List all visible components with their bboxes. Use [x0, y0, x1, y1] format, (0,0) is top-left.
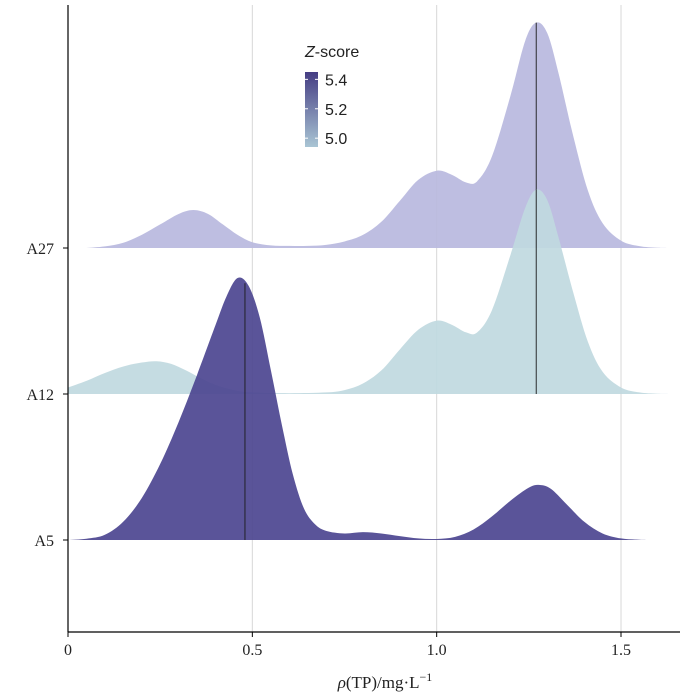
density-area-a27 — [86, 22, 681, 249]
legend-tick-label-0: 5.4 — [325, 72, 347, 89]
x-tick-label-3: 1.5 — [611, 642, 631, 659]
x-tick-label-0: 0 — [64, 642, 72, 659]
axis-labels: 0 0.5 1.0 1.5 A5 A12 A27 — [26, 241, 631, 659]
x-axis-title: ρ(TP)/mg·L−1 — [337, 670, 433, 692]
ridge-a5 — [68, 277, 651, 540]
density-area-a5 — [68, 277, 651, 540]
density-area-a12 — [68, 189, 680, 394]
zscore-legend: Z-score 5.4 5.2 5.0 — [304, 44, 359, 148]
legend-title: Z-score — [304, 44, 359, 61]
ridge-a12 — [68, 189, 680, 394]
row-label-a12: A12 — [26, 387, 54, 404]
ridge-a27 — [86, 22, 681, 249]
legend-colorbar — [305, 72, 318, 147]
plot-frame — [63, 5, 680, 637]
legend-tick-label-2: 5.0 — [325, 131, 347, 148]
row-label-a27: A27 — [26, 241, 54, 258]
x-tick-label-2: 1.0 — [427, 642, 447, 659]
legend-tick-label-1: 5.2 — [325, 102, 347, 119]
density-ridges — [68, 22, 681, 540]
x-tick-label-1: 0.5 — [242, 642, 262, 659]
row-label-a5: A5 — [34, 533, 54, 550]
